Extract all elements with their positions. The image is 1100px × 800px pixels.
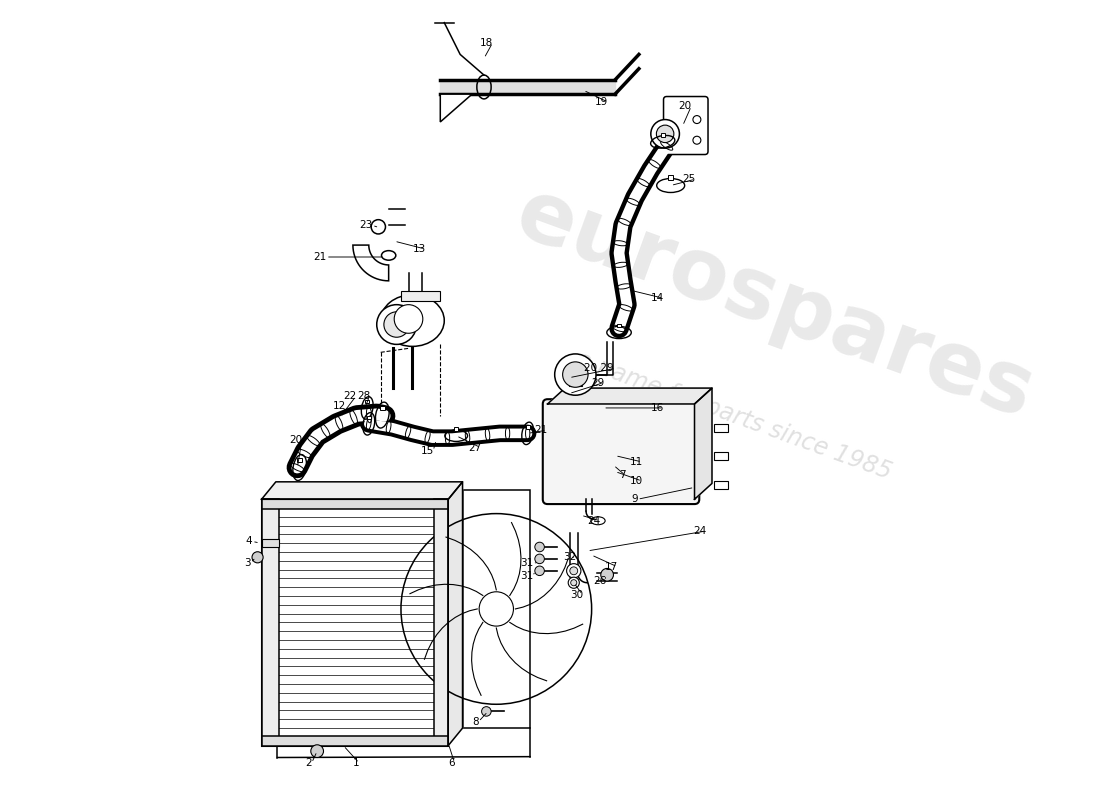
Text: 26: 26	[593, 576, 606, 586]
Text: 24: 24	[587, 516, 601, 526]
Polygon shape	[440, 94, 472, 122]
Text: 13: 13	[412, 244, 426, 254]
Circle shape	[570, 567, 578, 574]
Circle shape	[535, 566, 544, 575]
Polygon shape	[262, 482, 462, 499]
Text: 18: 18	[480, 38, 493, 47]
Text: 32: 32	[563, 552, 576, 562]
Bar	[366, 415, 371, 419]
Bar	[454, 427, 459, 431]
Text: 22: 22	[343, 391, 356, 401]
Circle shape	[482, 706, 491, 716]
Text: eurospares: eurospares	[504, 173, 1044, 437]
Text: 14: 14	[651, 294, 664, 303]
Text: 11: 11	[629, 457, 642, 467]
Bar	[297, 458, 302, 462]
Bar	[262, 539, 279, 547]
Circle shape	[657, 125, 674, 142]
Polygon shape	[548, 388, 712, 404]
Circle shape	[535, 542, 544, 552]
Bar	[262, 499, 448, 746]
FancyBboxPatch shape	[663, 97, 708, 154]
Text: 29: 29	[591, 378, 605, 387]
Text: 1: 1	[353, 758, 360, 768]
Text: 20 29: 20 29	[584, 363, 614, 374]
FancyBboxPatch shape	[542, 399, 700, 504]
Text: 20: 20	[289, 434, 302, 445]
Text: 16: 16	[651, 403, 664, 413]
Bar	[379, 406, 385, 410]
Text: 2: 2	[305, 758, 312, 768]
Text: 24: 24	[693, 526, 706, 536]
Circle shape	[252, 552, 263, 563]
Circle shape	[693, 115, 701, 123]
Bar	[400, 291, 440, 301]
Polygon shape	[694, 388, 712, 499]
Text: 31: 31	[519, 558, 534, 568]
Circle shape	[376, 305, 417, 344]
Ellipse shape	[381, 294, 444, 346]
Text: 25: 25	[683, 174, 696, 184]
Circle shape	[535, 554, 544, 564]
Text: 28: 28	[356, 391, 370, 401]
Text: 31: 31	[519, 571, 534, 582]
Bar	[660, 133, 666, 137]
Text: 20: 20	[679, 101, 692, 111]
Circle shape	[566, 564, 581, 578]
Bar	[714, 481, 728, 489]
Bar	[714, 424, 728, 432]
Circle shape	[693, 136, 701, 144]
Circle shape	[480, 592, 514, 626]
Circle shape	[651, 119, 680, 148]
Bar	[262, 499, 279, 746]
Circle shape	[394, 305, 422, 334]
Circle shape	[571, 580, 576, 586]
Text: 6: 6	[448, 758, 455, 768]
Circle shape	[311, 745, 323, 758]
Bar	[569, 374, 582, 386]
Text: 9: 9	[631, 494, 638, 504]
Text: 10: 10	[629, 476, 642, 486]
Text: 30: 30	[570, 590, 583, 600]
Bar	[617, 323, 621, 327]
Bar	[262, 736, 448, 746]
Text: 17: 17	[605, 562, 618, 572]
Polygon shape	[440, 80, 615, 94]
Bar	[462, 490, 530, 728]
Text: 23: 23	[360, 220, 373, 230]
Bar	[526, 425, 530, 429]
Circle shape	[554, 354, 596, 395]
Text: 21: 21	[314, 252, 327, 262]
Text: 12: 12	[333, 402, 346, 411]
Bar	[714, 453, 728, 460]
Polygon shape	[353, 245, 388, 281]
Bar	[365, 400, 370, 403]
Text: 21: 21	[534, 425, 548, 435]
Text: 15: 15	[420, 446, 433, 456]
Text: 3: 3	[244, 558, 251, 568]
Text: 8: 8	[472, 717, 478, 726]
Text: 27: 27	[469, 442, 482, 453]
Bar	[433, 499, 448, 746]
Bar	[262, 499, 448, 509]
Circle shape	[384, 312, 409, 338]
Circle shape	[562, 362, 588, 387]
Text: a name for parts since 1985: a name for parts since 1985	[573, 347, 895, 484]
Text: 7: 7	[619, 470, 626, 481]
Circle shape	[569, 577, 580, 588]
Text: 4: 4	[245, 537, 252, 546]
Text: 19: 19	[595, 97, 608, 107]
Circle shape	[601, 569, 614, 581]
Polygon shape	[448, 482, 462, 746]
Bar	[668, 175, 673, 180]
